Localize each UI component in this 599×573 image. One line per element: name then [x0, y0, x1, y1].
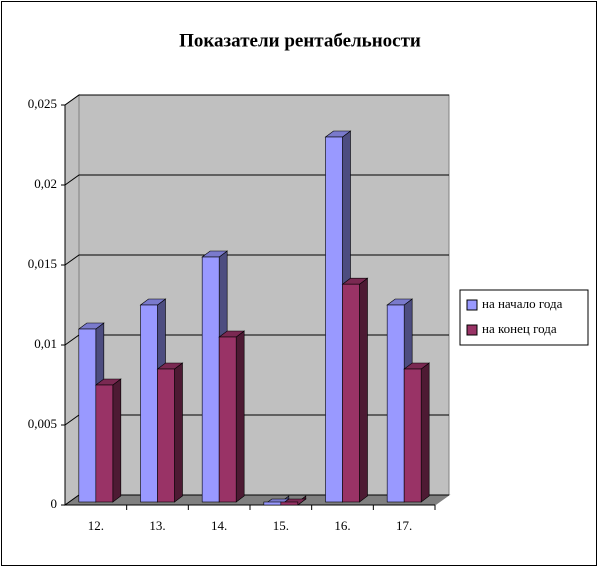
bar: [325, 136, 343, 503]
bar-side: [359, 277, 368, 503]
x-tick-label: 12.: [88, 518, 104, 533]
bar: [78, 328, 97, 503]
x-tick-label: 15.: [273, 518, 289, 533]
bar: [201, 256, 220, 503]
bar: [218, 336, 237, 503]
bar: [263, 501, 282, 506]
bar: [140, 304, 158, 503]
legend-label: на начало года: [482, 296, 563, 311]
grid-line: [64, 94, 449, 106]
bar-side: [174, 362, 183, 503]
y-tick-label: 0,005: [28, 416, 57, 431]
bar-side: [420, 362, 430, 503]
bar-side: [235, 330, 245, 503]
bar: [280, 501, 299, 506]
y-tick-label: 0,02: [34, 176, 57, 191]
bar: [386, 304, 405, 503]
chart-title: Показатели рентабельности: [179, 30, 421, 51]
y-tick-label: 0: [51, 496, 58, 511]
side-wall: [64, 94, 80, 506]
y-tick-label: 0,025: [28, 96, 57, 111]
y-tick-label: 0,01: [34, 336, 57, 351]
bar-side: [112, 378, 122, 503]
x-tick-label: 17.: [396, 518, 412, 533]
legend-box: [459, 289, 589, 346]
legend-swatch: [466, 324, 478, 336]
x-tick-label: 16.: [334, 518, 350, 533]
y-tick-label: 0,015: [28, 256, 57, 271]
bar: [157, 368, 175, 503]
bar: [342, 283, 360, 503]
bar: [403, 368, 422, 503]
x-tick-label: 13.: [149, 518, 165, 533]
x-tick-label: 14.: [211, 518, 227, 533]
bar: [95, 384, 114, 503]
legend-label: на конец года: [482, 321, 557, 336]
legend-swatch: [466, 299, 478, 311]
